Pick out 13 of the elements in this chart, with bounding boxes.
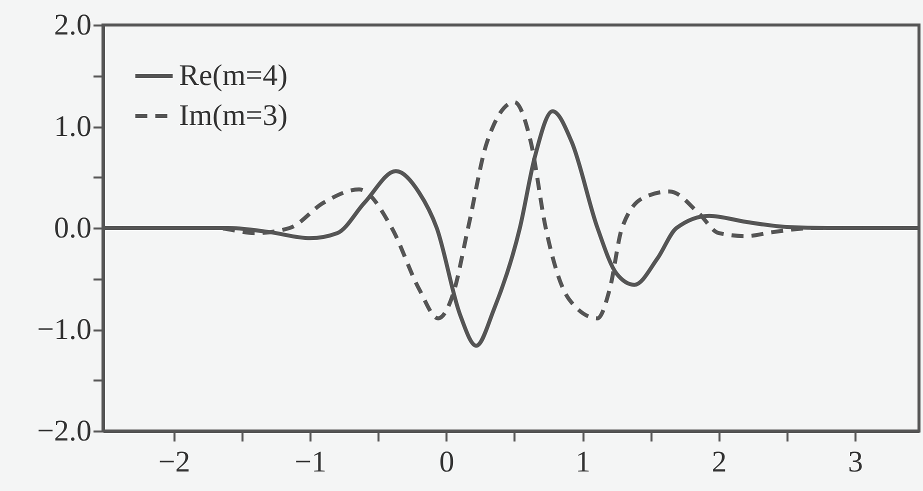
x-tick-label: −2 xyxy=(158,446,190,478)
x-tick-label: 1 xyxy=(576,446,591,478)
legend-label: Im(m=3) xyxy=(179,99,288,132)
y-tick-label: −2.0 xyxy=(37,414,92,448)
legend-label: Re(m=4) xyxy=(179,59,288,92)
x-tick-label: 0 xyxy=(439,446,454,478)
y-tick-label: 1.0 xyxy=(54,110,92,143)
x-tick-label: −1 xyxy=(294,446,327,478)
x-tick-label: 3 xyxy=(848,446,863,478)
y-tick-label: 2.0 xyxy=(54,8,92,42)
y-tick-label: 0.0 xyxy=(54,212,92,244)
y-tick-label: −1.0 xyxy=(37,313,92,346)
x-tick-label: 2 xyxy=(712,446,727,478)
